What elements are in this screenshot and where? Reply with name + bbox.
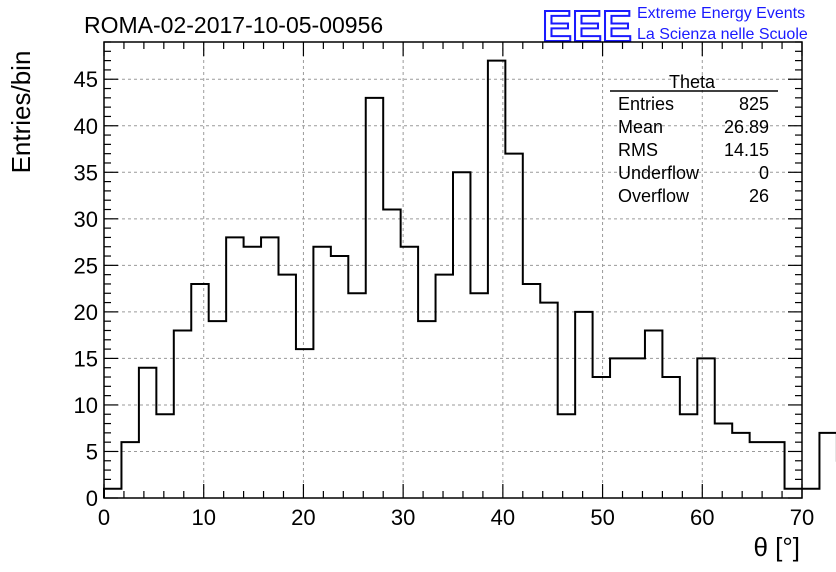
logo-line-2: La Scienza nelle Scuole — [637, 26, 808, 43]
stats-value: 0 — [759, 163, 769, 183]
y-tick-label: 25 — [74, 253, 98, 278]
logo-mark: EEE — [542, 2, 632, 51]
x-tick-label: 30 — [391, 505, 415, 530]
stats-value: 14.15 — [724, 140, 769, 160]
stats-label: Mean — [618, 117, 663, 137]
stats-value: 26.89 — [724, 117, 769, 137]
stats-value: 26 — [749, 186, 769, 206]
y-axis-label: Entries/bin — [6, 51, 36, 174]
x-tick-label: 70 — [790, 505, 814, 530]
y-tick-label: 0 — [86, 486, 98, 511]
x-axis-label: θ [°] — [753, 532, 800, 562]
stats-title: Theta — [669, 72, 716, 92]
axis-ticks — [103, 41, 803, 499]
x-tick-label: 0 — [98, 505, 110, 530]
logo-line-1: Extreme Energy Events — [637, 5, 805, 22]
stats-rows: Entries 825 Mean 26.89 RMS 14.15 Underflow 0 Ove… — [618, 94, 769, 206]
y-tick-label: 45 — [74, 67, 98, 92]
stats-label: Underflow — [618, 163, 700, 183]
plot-frame — [103, 41, 803, 499]
tick-labels: 0 10 20 30 40 50 60 70 0 5 10 15 20 25 30 35 40 45 — [74, 67, 815, 530]
chart-title: ROMA-02-2017-10-05-00956 — [84, 12, 383, 38]
x-tick-label: 50 — [590, 505, 614, 530]
x-tick-label: 40 — [491, 505, 515, 530]
y-tick-label: 20 — [74, 300, 98, 325]
stats-box: Theta Entries 825 Mean 26.89 RMS 14.15 Underfl… — [610, 72, 778, 206]
x-tick-label: 10 — [191, 505, 215, 530]
y-tick-label: 10 — [74, 393, 98, 418]
y-tick-label: 15 — [74, 346, 98, 371]
y-tick-label: 40 — [74, 114, 98, 139]
stats-label: Entries — [618, 94, 674, 114]
histogram-outline — [103, 59, 836, 498]
stats-value: 825 — [739, 94, 769, 114]
y-tick-label: 35 — [74, 160, 98, 185]
stats-label: RMS — [618, 140, 658, 160]
y-tick-label: 5 — [86, 439, 98, 464]
x-tick-label: 20 — [291, 505, 315, 530]
x-tick-label: 60 — [690, 505, 714, 530]
y-tick-label: 30 — [74, 207, 98, 232]
eee-logo: EEE Extreme Energy Events La Scienza nel… — [541, 1, 808, 52]
stats-label: Overflow — [618, 186, 690, 206]
